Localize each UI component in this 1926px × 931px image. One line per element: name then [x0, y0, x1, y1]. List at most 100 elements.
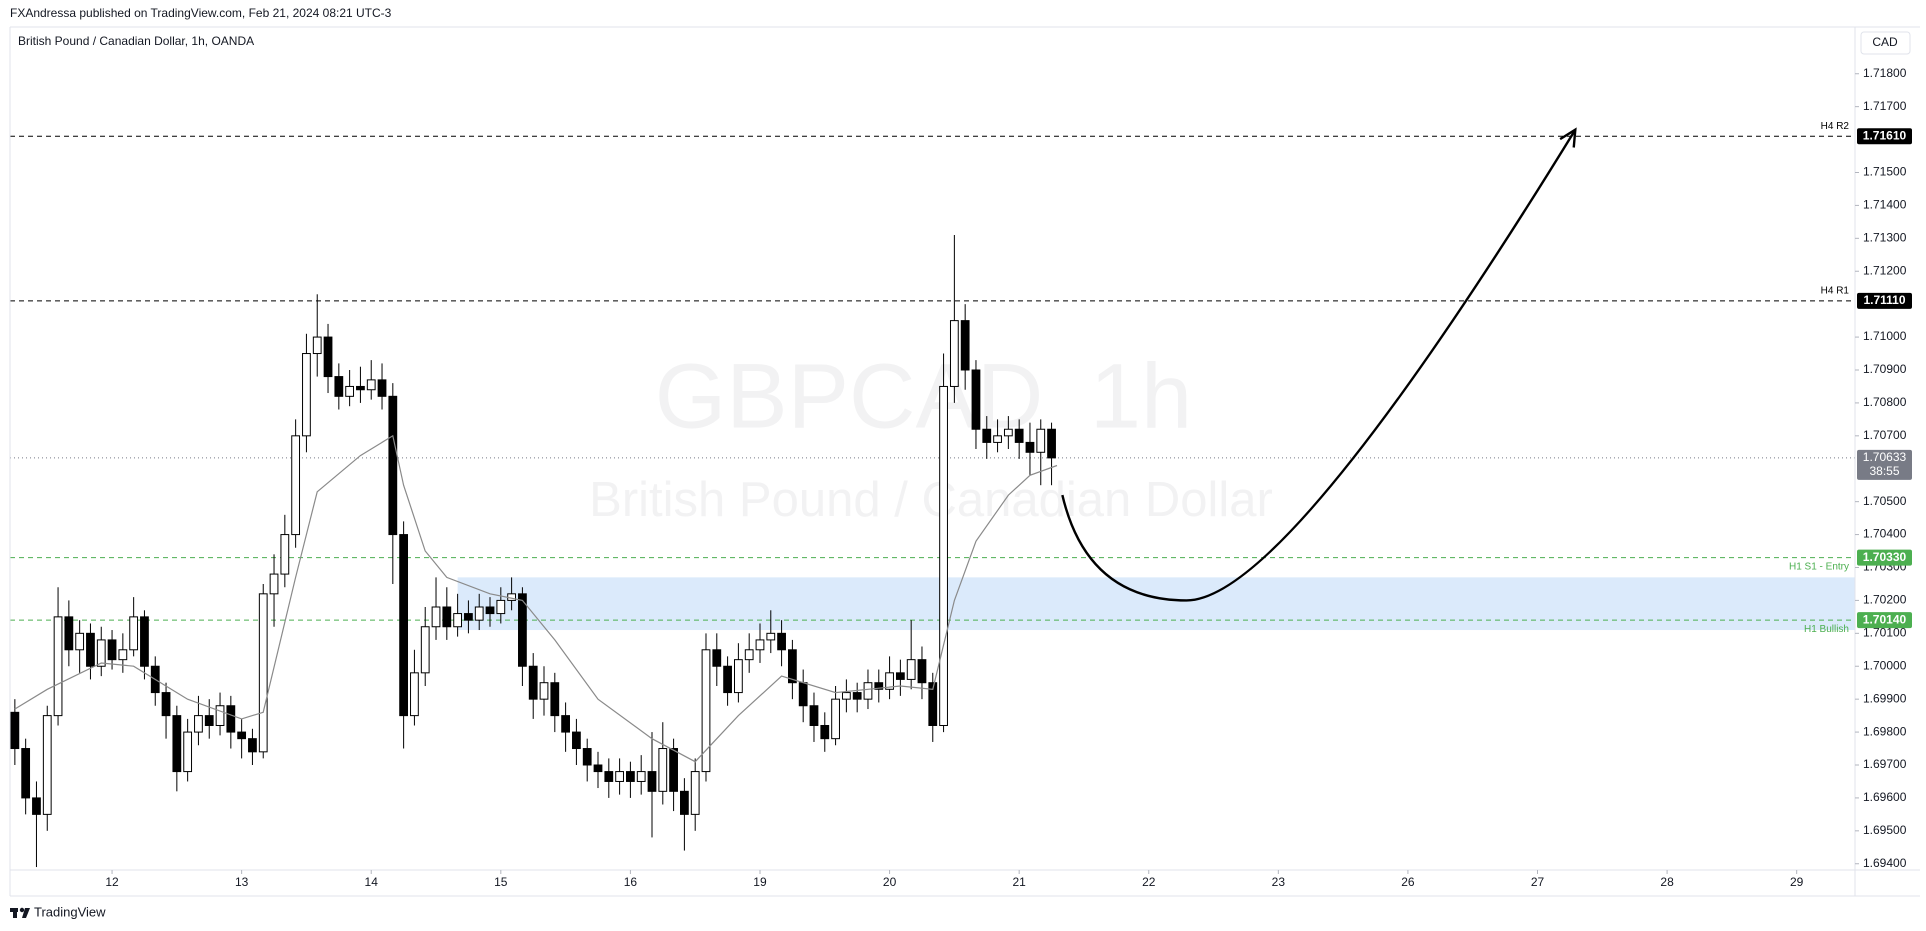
candle-body	[280, 534, 290, 575]
candle-body	[669, 748, 678, 792]
candle-body	[852, 692, 862, 700]
candle-body	[993, 435, 1002, 443]
candle-body	[345, 385, 355, 397]
candle-body	[172, 715, 182, 773]
brand-logo: TradingView	[10, 904, 106, 919]
y-tick-label: 1.69500	[1863, 823, 1907, 837]
candle-body	[431, 606, 441, 628]
x-tick-label: 19	[753, 875, 767, 889]
y-tick-label: 1.70000	[1863, 658, 1907, 672]
currency-label: CAD	[1872, 35, 1898, 49]
candle-body	[453, 613, 463, 628]
candle-body	[269, 573, 279, 595]
candle-body	[32, 797, 41, 815]
candle-body	[496, 599, 506, 615]
candle-body	[744, 649, 754, 661]
candle-body	[323, 336, 333, 378]
candle-body	[615, 771, 624, 782]
y-tick-label: 1.71300	[1863, 230, 1907, 244]
y-tick-label: 1.70500	[1863, 494, 1907, 508]
candle-body	[161, 692, 171, 717]
level-badge-label: 1.70330	[1863, 550, 1907, 564]
candle-body	[701, 649, 711, 773]
level-badge-label: 1.70140	[1863, 612, 1907, 626]
candle-body	[960, 320, 970, 371]
last-price-label: 1.70633	[1863, 450, 1907, 464]
y-tick-label: 1.70800	[1863, 395, 1907, 409]
candle-body	[831, 698, 840, 740]
candle-body	[777, 632, 786, 651]
x-tick-label: 13	[235, 875, 249, 889]
candle-body	[690, 771, 700, 815]
candle-body	[712, 649, 722, 667]
candle-body	[96, 639, 106, 667]
candle-body	[550, 682, 560, 717]
y-tick-label: 1.70400	[1863, 527, 1907, 541]
candle-body	[1003, 428, 1013, 437]
x-tick-label: 20	[883, 875, 897, 889]
candle-body	[809, 705, 819, 726]
candle-body	[885, 672, 894, 690]
brand-name: TradingView	[34, 904, 106, 919]
candle-body	[604, 771, 614, 782]
y-tick-label: 1.69600	[1863, 790, 1907, 804]
x-tick-label: 28	[1660, 875, 1674, 889]
x-tick-label: 15	[494, 875, 508, 889]
candle-body	[518, 593, 527, 667]
y-tick-label: 1.69900	[1863, 691, 1907, 705]
candle-body	[1036, 428, 1046, 453]
candle-body	[561, 715, 570, 733]
candle-body	[874, 682, 884, 690]
y-tick-label: 1.71500	[1863, 165, 1907, 179]
watermark: GBPCAD 1h British Pound / Canadian Dolla…	[589, 345, 1273, 527]
y-tick-label: 1.70700	[1863, 428, 1907, 442]
candle-body	[464, 613, 473, 621]
level-badge	[1857, 292, 1912, 309]
candle-body	[118, 649, 128, 661]
y-tick-label: 1.71800	[1863, 66, 1907, 80]
y-tick-label: 1.71700	[1863, 99, 1907, 113]
x-tick-label: 23	[1272, 875, 1286, 889]
y-tick-label: 1.70200	[1863, 593, 1907, 607]
candle-body	[226, 705, 236, 733]
watermark-name: British Pound / Canadian Dollar	[589, 473, 1273, 527]
candle-body	[42, 715, 52, 815]
candle-body	[798, 682, 808, 707]
candle-body	[841, 692, 851, 700]
level-badge	[1857, 128, 1912, 145]
candle-body	[982, 428, 992, 443]
candle-body	[248, 738, 257, 753]
level-name: H1 S1 - Entry	[1789, 561, 1849, 572]
candle-body	[140, 616, 149, 667]
ema-line	[14, 434, 1058, 763]
currency-button[interactable]	[1860, 31, 1911, 55]
candle-body	[399, 534, 409, 717]
level-name: H4 R2	[1821, 121, 1850, 132]
candle-body	[734, 659, 743, 694]
candle-body	[10, 711, 20, 750]
candle-body	[723, 665, 732, 694]
candle-body	[183, 731, 193, 773]
level-badge-label: 1.71110	[1863, 293, 1905, 307]
candle-body	[86, 632, 95, 667]
candle-body	[917, 659, 927, 684]
plot-area	[10, 127, 1855, 868]
candle-body	[895, 672, 905, 680]
x-tick-label: 14	[365, 875, 379, 889]
candle-body	[410, 672, 419, 717]
candle-body	[636, 771, 646, 782]
level-name: H4 R1	[1821, 286, 1850, 297]
candle-body	[582, 748, 592, 766]
candle-body	[658, 748, 668, 792]
x-tick-label: 16	[624, 875, 638, 889]
chart-title: British Pound / Canadian Dollar, 1h, OAN…	[18, 34, 254, 48]
level-badge-label: 1.71610	[1863, 128, 1907, 142]
candle-body	[388, 395, 398, 536]
candle-body	[75, 632, 85, 651]
candle-body	[528, 665, 538, 700]
candle-body	[377, 379, 387, 397]
projection-path	[1061, 129, 1577, 602]
support-zone	[457, 577, 1855, 631]
x-tick-label: 29	[1790, 875, 1804, 889]
